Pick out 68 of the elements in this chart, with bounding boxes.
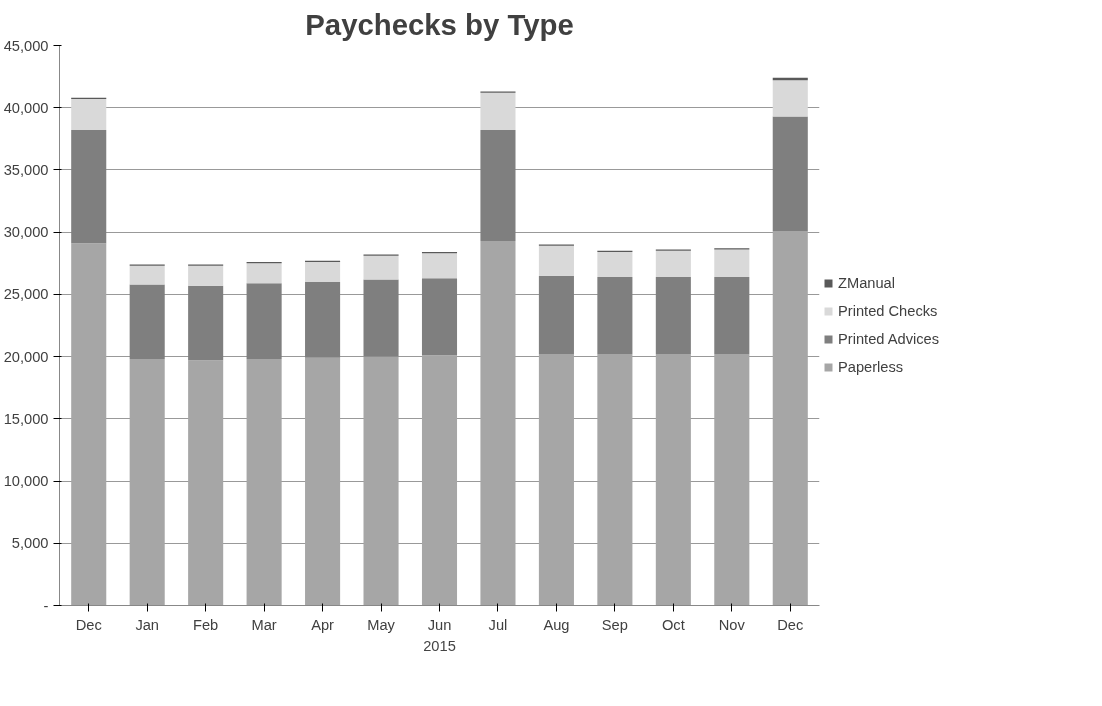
bar	[538, 354, 574, 606]
y-tick-label: 10,000	[3, 473, 49, 490]
bar	[129, 359, 165, 606]
bar	[480, 130, 516, 241]
bar	[188, 265, 224, 286]
x-tick-label: Nov	[718, 616, 746, 633]
bar	[129, 265, 165, 285]
bar	[188, 360, 224, 606]
x-tick-label: Jun	[427, 616, 452, 633]
x-tick-label: Dec	[75, 616, 102, 633]
y-tick-label: 5,000	[11, 535, 49, 552]
bar	[597, 276, 633, 355]
bar	[71, 99, 107, 131]
bar	[538, 245, 574, 276]
bar	[714, 276, 750, 355]
y-tick-label: 20,000	[3, 348, 49, 365]
bar	[714, 354, 750, 606]
bar	[655, 354, 691, 606]
legend-label: ZManual	[838, 275, 896, 291]
bar	[305, 281, 341, 358]
bar	[363, 279, 399, 357]
x-tick-label: Jul	[488, 616, 508, 633]
x-tick-label: Feb	[193, 616, 219, 633]
bar	[363, 255, 399, 280]
bar	[480, 92, 516, 131]
bar	[714, 249, 750, 277]
y-tick-label: 35,000	[3, 161, 49, 178]
x-tick-label: May	[367, 616, 396, 633]
bar	[597, 252, 633, 277]
bar	[772, 230, 808, 606]
chart-title: Paychecks by Type	[305, 7, 574, 41]
y-tick-label: -	[43, 597, 49, 614]
bar	[188, 285, 224, 361]
legend-label: Printed Checks	[838, 303, 938, 319]
bar	[538, 275, 574, 355]
bar	[246, 359, 282, 606]
bar	[480, 240, 516, 606]
bar	[655, 250, 691, 277]
bar	[421, 253, 458, 279]
bar	[305, 262, 341, 282]
bar	[421, 355, 458, 606]
bar	[772, 80, 808, 117]
legend-label: Printed Advices	[838, 331, 940, 347]
x-tick-label: Mar	[251, 616, 277, 633]
x-axis-title: 2015	[423, 637, 456, 654]
y-tick-label: 45,000	[3, 37, 49, 54]
x-tick-label: Jan	[135, 616, 160, 633]
x-tick-label: Dec	[777, 616, 804, 633]
y-tick-label: 25,000	[3, 286, 49, 303]
bar	[363, 356, 399, 606]
bar	[597, 354, 633, 606]
bar	[305, 357, 341, 606]
x-tick-label: Oct	[661, 616, 685, 633]
bar	[421, 278, 458, 356]
bar	[71, 130, 107, 244]
y-tick-label: 40,000	[3, 99, 49, 116]
x-tick-label: Sep	[601, 616, 628, 633]
x-tick-label: Aug	[543, 616, 570, 633]
y-tick-label: 15,000	[3, 410, 49, 427]
bar	[772, 116, 808, 231]
bar	[129, 284, 165, 360]
y-tick-label: 30,000	[3, 224, 49, 241]
bar	[71, 243, 107, 606]
bar	[246, 263, 282, 284]
x-tick-label: Apr	[311, 616, 335, 633]
bar	[246, 283, 282, 360]
legend-label: Paperless	[838, 359, 904, 375]
bar	[655, 276, 691, 355]
